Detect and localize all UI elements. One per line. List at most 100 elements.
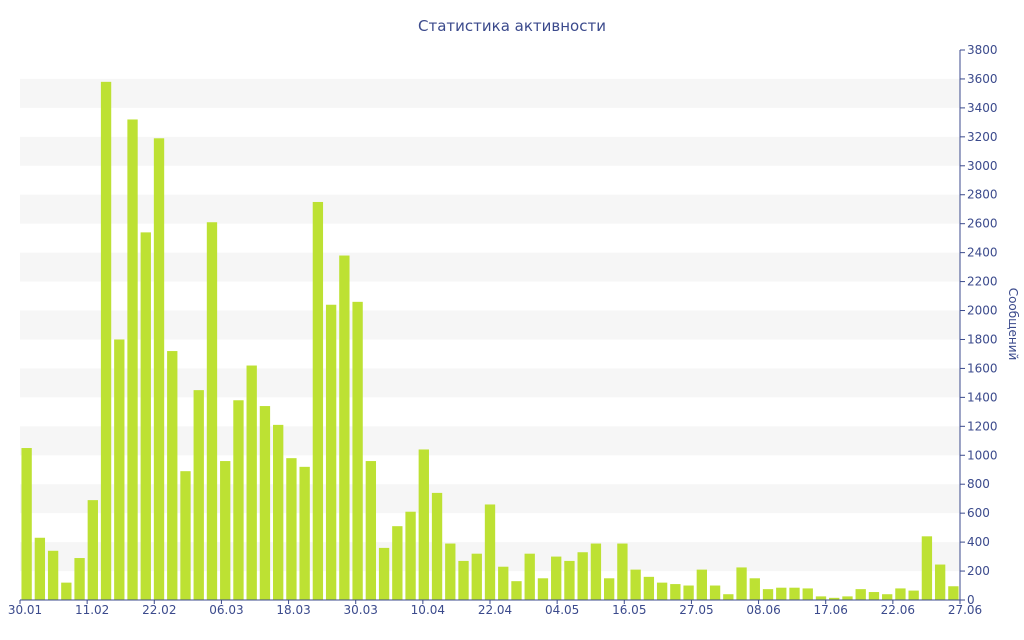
bar: [100, 81, 112, 601]
x-tick-label: 04.05: [545, 603, 579, 617]
bar-series: [21, 81, 959, 601]
bar: [87, 500, 98, 600]
x-tick-label: 30.03: [344, 603, 378, 617]
bar: [21, 448, 32, 600]
y-axis-ticks: 0 200 400 600 800 1000 1200 1400 1600 1800 2000 220…: [960, 43, 998, 607]
bar: [908, 590, 919, 600]
bar: [815, 596, 827, 600]
bar: [829, 597, 840, 600]
bar: [948, 586, 959, 600]
bar: [47, 550, 59, 600]
x-tick-label: 22.02: [142, 603, 176, 617]
x-tick-label: 11.02: [75, 603, 109, 617]
bar: [127, 119, 138, 600]
bar: [405, 511, 416, 600]
bar: [656, 582, 668, 600]
y-tick-label: 1200: [967, 419, 998, 433]
bar: [802, 588, 813, 600]
bar: [312, 201, 324, 600]
y-tick-label: 400: [967, 535, 990, 549]
bar: [445, 543, 456, 600]
bar: [895, 588, 906, 600]
bar: [762, 589, 774, 600]
bar: [206, 222, 218, 601]
bar: [286, 458, 297, 600]
y-tick-label: 0: [967, 593, 975, 607]
bar: [458, 560, 469, 600]
bar: [153, 138, 165, 601]
bar: [934, 564, 946, 600]
x-tick-label: 22.04: [478, 603, 512, 617]
bar: [776, 587, 787, 600]
bar: [696, 569, 707, 600]
bar: [842, 596, 853, 600]
bar: [498, 566, 509, 600]
bar: [471, 553, 482, 600]
bar: [352, 301, 363, 600]
bar: [484, 504, 496, 600]
bar: [246, 365, 257, 600]
y-tick-label: 3000: [967, 159, 998, 173]
grid-bands: [20, 78, 960, 572]
bar: [259, 406, 271, 600]
y-tick-label: 200: [967, 564, 990, 578]
grid-band: [20, 252, 960, 282]
bar: [378, 547, 390, 600]
y-tick-label: 1800: [967, 332, 998, 346]
x-tick-label: 18.03: [276, 603, 310, 617]
x-tick-label: 16.05: [612, 603, 646, 617]
x-axis-ticks: 30.01 11.02 22.02 06.03 18.03 30.03 10.04 22.04…: [8, 600, 982, 617]
bar: [749, 578, 760, 600]
bar: [882, 594, 893, 600]
bar: [273, 424, 284, 600]
y-tick-label: 1000: [967, 448, 998, 462]
bar: [34, 537, 46, 600]
bar: [365, 461, 377, 600]
y-tick-label: 2400: [967, 246, 998, 260]
bar: [61, 582, 72, 600]
bar: [431, 492, 443, 600]
bar: [670, 584, 681, 600]
bar: [603, 578, 615, 600]
bar: [418, 449, 429, 600]
y-tick-label: 3800: [967, 43, 998, 57]
y-tick-label: 1600: [967, 361, 998, 375]
bar: [339, 255, 350, 600]
bar: [736, 567, 747, 600]
grid-band: [20, 136, 960, 166]
bar: [167, 351, 178, 600]
bar: [511, 581, 522, 600]
x-tick-label: 17.06: [814, 603, 848, 617]
bar: [590, 543, 602, 600]
bar: [855, 589, 866, 600]
bar: [630, 569, 641, 600]
bar: [723, 594, 734, 600]
bar: [299, 466, 310, 600]
bar: [74, 558, 85, 600]
bar: [180, 471, 191, 600]
bar: [220, 461, 231, 600]
x-tick-label: 10.04: [411, 603, 445, 617]
grid-band: [20, 194, 960, 224]
x-tick-label: 27.05: [679, 603, 713, 617]
bar: [921, 536, 933, 600]
bar: [643, 576, 655, 600]
bar: [617, 543, 628, 600]
y-tick-label: 2000: [967, 304, 998, 318]
x-tick-label: 22.06: [881, 603, 915, 617]
x-tick-label: 27.06: [948, 603, 982, 617]
bar: [868, 592, 880, 600]
bar: [551, 556, 562, 600]
y-tick-label: 1400: [967, 390, 998, 404]
y-tick-label: 3200: [967, 130, 998, 144]
chart-title: Статистика активности: [418, 17, 606, 35]
grid-band: [20, 310, 960, 340]
y-tick-label: 800: [967, 477, 990, 491]
bar: [789, 587, 800, 600]
bar: [392, 526, 403, 600]
bar: [233, 400, 244, 600]
bar: [114, 339, 125, 600]
bar: [709, 585, 721, 600]
y-tick-label: 3600: [967, 72, 998, 86]
